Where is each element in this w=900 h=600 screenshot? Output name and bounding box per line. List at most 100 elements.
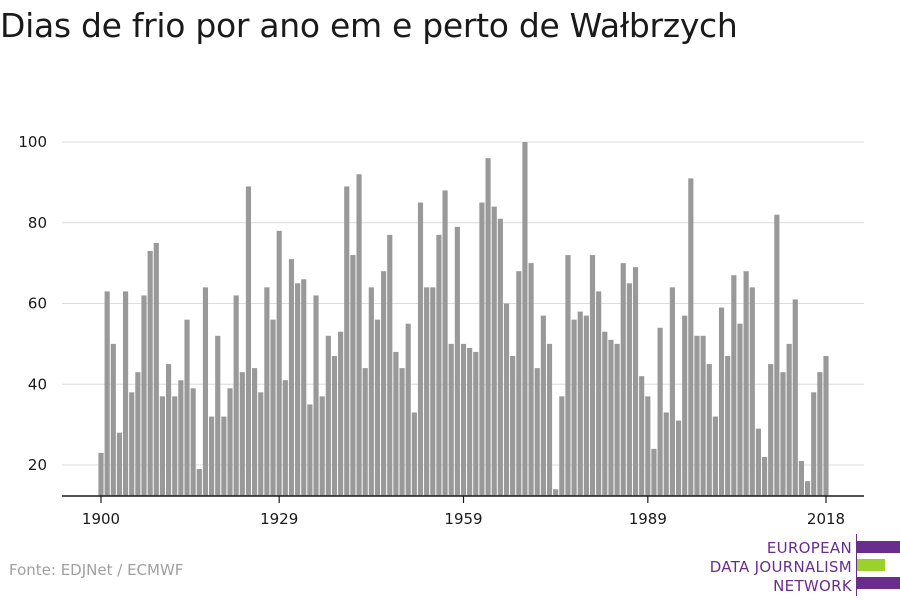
bar-1977 (571, 319, 577, 496)
bar-2010 (774, 214, 780, 496)
bar-2004 (737, 323, 743, 496)
bar-2015 (804, 481, 811, 496)
bar-1924 (245, 186, 252, 496)
source-note: Fonte: EDJNet / ECMWF (9, 561, 184, 579)
bar-1975 (559, 396, 565, 496)
bar-2016 (811, 392, 817, 496)
bar-1960 (467, 347, 473, 496)
bar-1936 (319, 396, 325, 496)
bar-1941 (350, 255, 356, 496)
bar-1954 (430, 287, 436, 496)
bar-1904 (123, 291, 129, 496)
bar-1987 (632, 267, 639, 496)
bar-1990 (651, 448, 657, 496)
bar-1969 (522, 142, 528, 496)
bar-1900 (98, 452, 104, 496)
bar-2007 (755, 428, 761, 496)
bar-1984 (614, 343, 620, 497)
bar-1948 (393, 351, 399, 496)
bar-1903 (116, 432, 123, 496)
bar-1965 (497, 218, 503, 496)
bar-2012 (786, 343, 792, 497)
bar-1955 (436, 234, 442, 497)
bar-1962 (479, 202, 485, 496)
logo-block-purple-top (857, 541, 900, 553)
bar-1970 (528, 263, 534, 497)
bar-1905 (129, 392, 135, 496)
bar-2003 (731, 275, 737, 496)
logo-line-3: NETWORK (773, 577, 852, 595)
bar-1966 (503, 303, 510, 496)
y-axis-ticks: 20 40 60 80 100 (18, 133, 47, 474)
bar-1947 (387, 234, 393, 497)
bar-1974 (553, 489, 559, 496)
y-tick-label: 80 (28, 214, 47, 232)
bar-1913 (178, 380, 184, 496)
bar-1959 (460, 343, 467, 497)
bar-1917 (202, 287, 209, 496)
bar-1901 (104, 291, 110, 496)
bar-1942 (356, 174, 362, 497)
bar-1915 (190, 388, 196, 496)
bar-1923 (239, 372, 245, 496)
x-tick-label: 2018 (807, 510, 845, 528)
logo-block-green (857, 559, 885, 571)
bar-1993 (669, 287, 675, 496)
x-axis-ticks: 1900 1929 1959 1989 2018 (82, 496, 845, 528)
bar-1928 (270, 319, 276, 496)
bar-1949 (399, 368, 405, 496)
bar-1944 (368, 287, 374, 496)
x-tick-label: 1989 (629, 510, 667, 528)
bar-1945 (374, 319, 381, 496)
bar-1934 (307, 404, 313, 496)
bar-1988 (639, 376, 645, 496)
bar-1922 (233, 295, 239, 496)
bar-1998 (700, 335, 706, 496)
bar-2008 (761, 456, 768, 496)
logo-separator (856, 534, 857, 596)
bar-1985 (620, 263, 626, 497)
bar-1926 (258, 392, 264, 496)
bar-2013 (792, 299, 798, 496)
bar-1939 (338, 331, 344, 496)
bar-1930 (282, 380, 288, 496)
y-tick-label: 100 (18, 133, 47, 151)
bar-1980 (589, 255, 596, 496)
bar-2005 (743, 271, 749, 496)
bar-1931 (288, 259, 295, 496)
bar-1994 (675, 420, 682, 496)
bar-1952 (417, 202, 424, 496)
bar-1953 (424, 287, 430, 496)
logo-line-1: EUROPEAN (766, 539, 852, 557)
bar-1909 (153, 242, 159, 496)
bar-1989 (645, 396, 651, 496)
bar-1938 (331, 355, 338, 496)
bar-1968 (516, 271, 522, 496)
bar-1961 (473, 351, 479, 496)
bar-2011 (780, 372, 786, 496)
x-tick-label: 1959 (444, 510, 482, 528)
bar-1940 (344, 186, 350, 496)
bar-1972 (540, 315, 546, 496)
bar-2014 (798, 460, 804, 496)
bar-1912 (172, 396, 178, 496)
bar-1908 (147, 251, 153, 496)
bar-1946 (381, 271, 387, 496)
bar-1910 (159, 396, 166, 496)
bar-2006 (749, 287, 755, 496)
bar-1920 (221, 416, 227, 496)
bar-1986 (626, 283, 632, 496)
bar-1925 (252, 368, 258, 496)
bar-1997 (694, 335, 700, 496)
logo-line-2: DATA JOURNALISM (709, 558, 852, 576)
bar-1996 (688, 178, 694, 496)
bar-1967 (510, 355, 516, 496)
bar-1983 (608, 339, 614, 496)
y-tick-label: 60 (28, 295, 47, 313)
bar-1918 (209, 416, 215, 496)
bars (98, 142, 829, 497)
bar-2000 (712, 416, 718, 496)
bar-1921 (227, 388, 233, 496)
x-tick-label: 1929 (260, 510, 298, 528)
